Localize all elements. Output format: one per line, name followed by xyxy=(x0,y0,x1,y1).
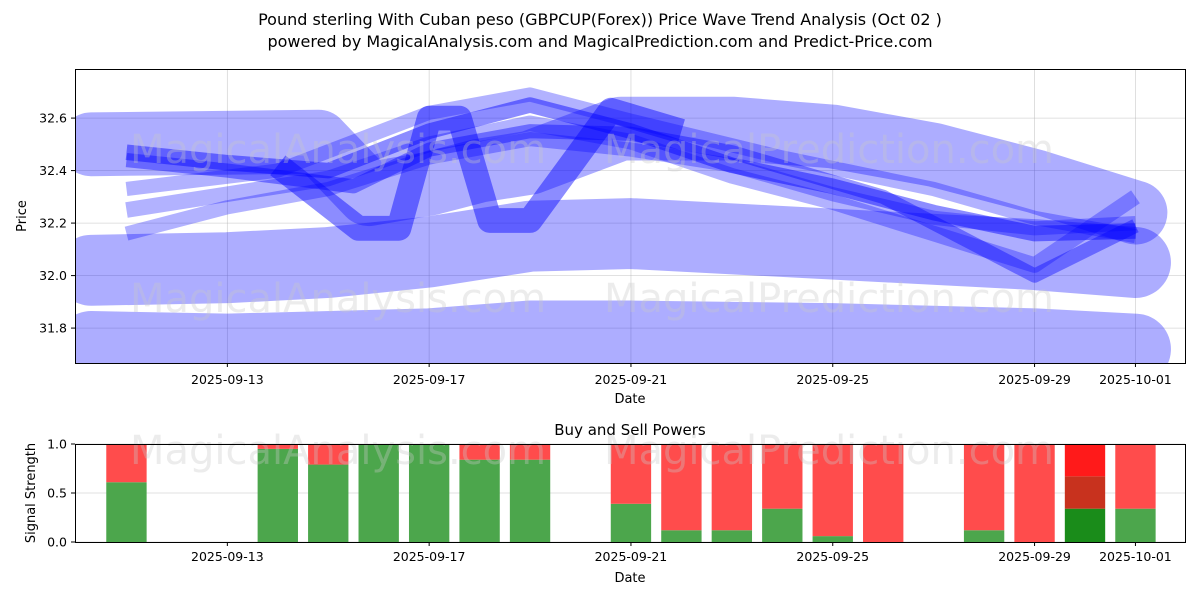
buy-bar xyxy=(610,503,652,542)
chart-subtitle: powered by MagicalAnalysis.com and Magic… xyxy=(267,32,933,51)
buy-sell-power-chart: Buy and Sell Powers MagicalAnalysis.com … xyxy=(24,421,1186,586)
watermark-prediction-bottom: MagicalPrediction.com xyxy=(604,276,1054,322)
sell-bar xyxy=(257,444,298,449)
wave-fast-3-band xyxy=(124,132,1136,241)
price-wave-chart: MagicalAnalysis.com MagicalPrediction.co… xyxy=(15,69,1186,407)
sell-bar xyxy=(1115,444,1156,509)
sell-bar xyxy=(308,444,349,465)
sub-x-tick-label: 2025-09-17 xyxy=(393,549,466,564)
main-y-tick-label: 31.8 xyxy=(39,321,67,336)
sub-x-tick-label: 2025-09-25 xyxy=(796,549,869,564)
buy-bar xyxy=(408,444,450,542)
buy-bar xyxy=(257,448,298,542)
buy-bar xyxy=(459,459,500,542)
main-y-tick-label: 32.2 xyxy=(39,216,67,231)
wave-mid-band xyxy=(75,198,1171,306)
signal-bars xyxy=(106,444,1156,542)
wave-top-band xyxy=(75,96,1168,245)
buy-bar xyxy=(1115,508,1156,542)
sell-bar xyxy=(509,444,551,460)
main-x-tick-label: 2025-09-25 xyxy=(796,372,869,387)
main-y-axis: 31.8 32.0 32.2 32.4 32.6 xyxy=(39,111,75,336)
sub-x-tick-label: 2025-09-21 xyxy=(595,549,668,564)
buy-bar xyxy=(963,530,1005,542)
watermark-analysis-bottom: MagicalAnalysis.com xyxy=(130,276,546,322)
sub-x-axis: 2025-09-13 2025-09-17 2025-09-21 2025-09-25… xyxy=(191,542,1172,564)
sell-bar xyxy=(863,444,904,542)
buy-bar xyxy=(358,444,399,542)
buy-bar xyxy=(1064,508,1106,542)
buy-bar xyxy=(106,482,147,542)
sub-chart-title: Buy and Sell Powers xyxy=(554,421,706,439)
sub-y-tick-label: 0.5 xyxy=(47,486,67,501)
sell-bar xyxy=(459,444,500,460)
buy-bar xyxy=(509,459,551,542)
main-y-axis-label: Price xyxy=(15,200,30,232)
main-y-tick-label: 32.6 xyxy=(39,111,67,126)
main-grid xyxy=(75,69,1185,363)
main-x-tick-label: 2025-09-17 xyxy=(393,372,466,387)
sub-y-axis-label: Signal Strength xyxy=(24,443,39,543)
wave-fast-4-band xyxy=(125,87,1137,244)
main-x-tick-label: 2025-09-29 xyxy=(998,372,1071,387)
wave-low-band xyxy=(75,300,1171,363)
main-y-tick-label: 32.0 xyxy=(39,268,67,283)
sell-bar xyxy=(661,444,702,531)
sub-x-tick-label: 2025-10-01 xyxy=(1099,549,1172,564)
watermark-prediction-top: MagicalPrediction.com xyxy=(604,127,1054,173)
wave-swing-band xyxy=(270,97,685,241)
buy-bar xyxy=(762,508,803,542)
watermark-prediction-sub: MagicalPrediction.com xyxy=(604,428,1054,474)
sell-mid-bar xyxy=(1064,476,1106,509)
sell-bar xyxy=(106,444,147,483)
sub-y-axis: 0.0 0.5 1.0 xyxy=(47,437,75,550)
buy-bar xyxy=(711,530,753,542)
watermark-analysis-top: MagicalAnalysis.com xyxy=(130,127,546,173)
sell-bar xyxy=(812,444,853,537)
sub-y-tick-label: 1.0 xyxy=(47,437,67,452)
main-x-tick-label: 2025-10-01 xyxy=(1099,372,1172,387)
wave-fast-5-band xyxy=(125,124,1139,283)
sell-bar xyxy=(963,444,1005,531)
sell-bar xyxy=(1014,444,1055,542)
watermark-analysis-sub: MagicalAnalysis.com xyxy=(130,428,546,474)
wave-fast-1-band xyxy=(125,97,1136,242)
sell-bar xyxy=(762,444,803,509)
buy-bar xyxy=(308,464,349,542)
buy-bar xyxy=(661,530,702,542)
main-y-tick-label: 32.4 xyxy=(39,163,67,178)
buy-bar xyxy=(812,536,853,542)
main-x-axis-label: Date xyxy=(614,392,645,407)
sell-bar xyxy=(610,444,652,504)
wave-fast-2-band xyxy=(125,115,1140,273)
sell-bar xyxy=(711,444,753,531)
sub-y-tick-label: 0.0 xyxy=(47,535,67,550)
main-x-tick-label: 2025-09-13 xyxy=(191,372,264,387)
sub-x-tick-label: 2025-09-29 xyxy=(998,549,1071,564)
sell-strong-bar xyxy=(1064,444,1106,477)
chart-title: Pound sterling With Cuban peso (GBPCUP(F… xyxy=(258,10,942,29)
wave-bands xyxy=(75,87,1171,363)
main-x-axis: 2025-09-13 2025-09-17 2025-09-21 2025-09-25… xyxy=(191,363,1172,387)
sub-x-tick-label: 2025-09-13 xyxy=(191,549,264,564)
sub-x-axis-label: Date xyxy=(614,571,645,586)
main-x-tick-label: 2025-09-21 xyxy=(595,372,668,387)
